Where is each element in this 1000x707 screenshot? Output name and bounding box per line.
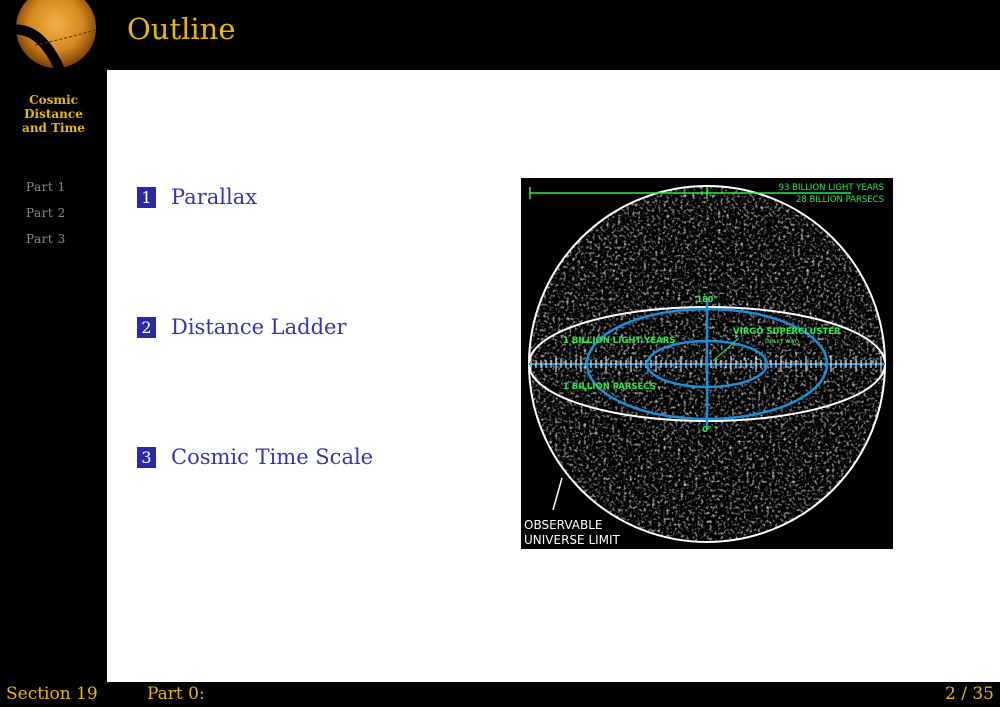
sidebar: Cosmic Distance and Time Part 1 Part 2 P… [0,0,107,682]
sidebar-item-part-1[interactable]: Part 1 [26,180,66,194]
footer-section[interactable]: Section 19 [6,684,98,704]
footer-part[interactable]: Part 0: [147,684,205,704]
outline-item-cosmic-time-scale[interactable]: 3 Cosmic Time Scale [137,445,373,469]
outline-item-parallax[interactable]: 1 Parallax [137,185,257,209]
label-billion-ly: 1 BILLION LIGHT YEARS [563,336,675,346]
outline-number: 2 [137,316,156,338]
scale-label-ly: 93 BILLION LIGHT YEARS [779,183,884,193]
label-universe-limit: UNIVERSE LIMIT [524,533,621,547]
scale-label-pc: 28 BILLION PARSECS [796,195,884,205]
outline-number: 3 [137,446,156,468]
sidebar-nav: Part 1 Part 2 Part 3 [0,180,107,258]
label-180: 180° [697,295,718,304]
sidebar-title: Cosmic Distance and Time [22,93,85,135]
label-billion-pc: 1 BILLION PARSECS [563,382,656,392]
label-virgo-supercluster: VIRGO SUPERCLUSTER [733,327,841,337]
title-bar: Outline [107,0,1000,70]
outline-label: Cosmic Time Scale [171,445,374,469]
label-0: 0° [702,425,712,434]
observable-universe-figure: 93 BILLION LIGHT YEARS 28 BILLION PARSEC… [521,178,893,549]
universe-diagram: 93 BILLION LIGHT YEARS 28 BILLION PARSEC… [521,178,893,549]
outline-number: 1 [137,186,156,208]
footer: Section 19 Part 0: 2 / 35 [0,682,1000,707]
outline-label: Distance Ladder [171,315,347,339]
outline-item-distance-ladder[interactable]: 2 Distance Ladder [137,315,347,339]
virgo-pointer [712,337,740,362]
sidebar-item-part-2[interactable]: Part 2 [26,206,66,220]
label-milky-way: (MILKY WAY) [765,339,799,345]
outline-label: Parallax [171,185,258,209]
footer-page-number: 2 / 35 [945,684,994,704]
sidebar-item-part-3[interactable]: Part 3 [26,232,66,246]
page-title: Outline [127,12,236,46]
limit-pointer [552,477,563,511]
sun-logo-icon [9,0,96,72]
label-observable: OBSERVABLE [524,518,603,532]
